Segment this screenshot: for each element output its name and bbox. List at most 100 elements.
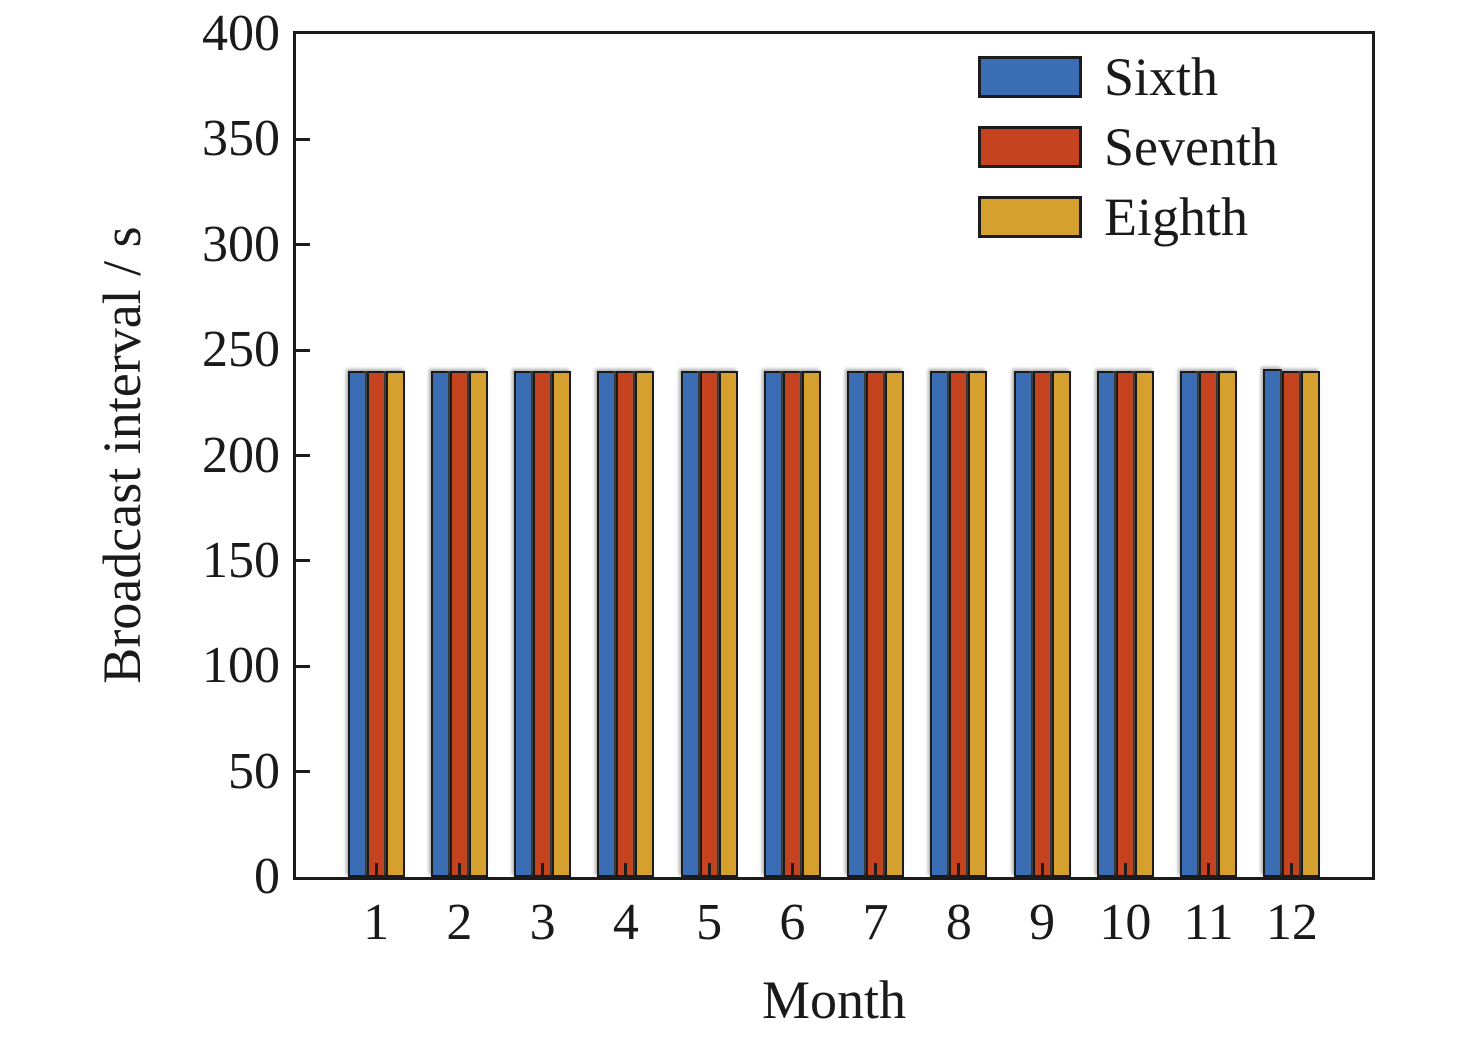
y-tick-label-0: 0 <box>254 848 280 905</box>
bar-eighth-month-8 <box>968 371 988 877</box>
y-tick-label-300: 300 <box>202 215 280 273</box>
x-axis-title: Month <box>761 970 907 1030</box>
bar-eighth-month-2 <box>468 371 488 877</box>
bar-sixth-month-7 <box>847 371 867 877</box>
legend-row-eighth: Eighth <box>978 190 1278 244</box>
x-tick-label-3: 3 <box>529 894 556 951</box>
x-tick-label-7: 7 <box>862 894 889 951</box>
legend-label-sixth: Sixth <box>1104 47 1219 107</box>
x-tick-label-8: 8 <box>945 894 972 951</box>
x-tick-6 <box>790 863 794 877</box>
x-tick-7 <box>874 863 878 877</box>
bar-seventh-month-6 <box>782 371 802 877</box>
plot-area: Sixth Seventh Eighth <box>293 31 1375 880</box>
bar-seventh-month-5 <box>699 371 719 877</box>
bar-eighth-month-10 <box>1134 371 1154 877</box>
bar-eighth-month-7 <box>885 371 905 877</box>
x-tick-10 <box>1123 863 1127 877</box>
bar-group-month-12 <box>1263 369 1321 877</box>
y-tick-350 <box>296 137 310 141</box>
bar-seventh-month-4 <box>616 371 636 877</box>
legend-row-seventh: Seventh <box>978 120 1278 174</box>
bar-group-month-10 <box>1096 371 1154 877</box>
bar-sixth-month-11 <box>1180 371 1200 877</box>
y-tick-150 <box>296 559 310 563</box>
x-tick-2 <box>457 863 461 877</box>
bar-eighth-month-12 <box>1301 371 1321 877</box>
y-tick-label-100: 100 <box>202 637 280 695</box>
bar-sixth-month-4 <box>597 371 617 877</box>
bar-group-month-2 <box>430 371 488 877</box>
y-tick-50 <box>296 770 310 774</box>
y-tick-label-150: 150 <box>202 531 280 589</box>
x-tick-label-1: 1 <box>363 894 390 951</box>
plot-inner <box>296 34 1372 877</box>
legend-swatch-eighth <box>978 196 1082 238</box>
bar-seventh-month-2 <box>449 371 469 877</box>
x-tick-4 <box>624 863 628 877</box>
y-tick-label-350: 350 <box>202 110 280 168</box>
bar-sixth-month-6 <box>763 371 783 877</box>
bar-sixth-month-5 <box>680 371 700 877</box>
x-tick-8 <box>957 863 961 877</box>
bar-group-month-4 <box>597 371 655 877</box>
bar-group-month-5 <box>680 371 738 877</box>
bar-group-month-9 <box>1013 371 1071 877</box>
x-tick-label-9: 9 <box>1029 894 1056 951</box>
y-tick-label-200: 200 <box>202 426 280 484</box>
y-tick-300 <box>296 243 310 247</box>
bar-group-month-8 <box>930 371 988 877</box>
x-tick-12 <box>1290 863 1294 877</box>
bar-group-month-3 <box>514 371 572 877</box>
x-tick-label-6: 6 <box>779 894 806 951</box>
x-tick-label-4: 4 <box>612 894 639 951</box>
bar-seventh-month-12 <box>1282 371 1302 877</box>
y-tick-label-250: 250 <box>202 321 280 379</box>
bar-sixth-month-2 <box>430 371 450 877</box>
bar-eighth-month-3 <box>552 371 572 877</box>
bar-eighth-month-1 <box>385 371 405 877</box>
y-tick-200 <box>296 454 310 457</box>
bar-sixth-month-8 <box>930 371 950 877</box>
bar-seventh-month-3 <box>533 371 553 877</box>
y-tick-label-400: 400 <box>202 5 280 62</box>
bar-seventh-month-10 <box>1115 371 1135 877</box>
legend-label-eighth: Eighth <box>1104 187 1248 247</box>
bar-eighth-month-4 <box>635 371 655 877</box>
x-tick-5 <box>707 863 711 877</box>
x-tick-1 <box>374 863 378 877</box>
y-tick-250 <box>296 348 310 352</box>
bar-seventh-month-9 <box>1032 371 1052 877</box>
bar-group-month-7 <box>847 371 905 877</box>
x-tick-label-2: 2 <box>446 894 473 951</box>
legend-label-seventh: Seventh <box>1104 117 1278 177</box>
y-tick-100 <box>296 664 310 668</box>
x-tick-label-11: 11 <box>1183 894 1234 951</box>
bar-seventh-month-11 <box>1199 371 1219 877</box>
bar-eighth-month-5 <box>718 371 738 877</box>
bar-sixth-month-1 <box>347 371 367 877</box>
x-tick-9 <box>1040 863 1044 877</box>
x-tick-11 <box>1207 863 1211 877</box>
x-tick-label-5: 5 <box>696 894 723 951</box>
legend-row-sixth: Sixth <box>978 50 1278 104</box>
x-tick-label-10: 10 <box>1099 894 1152 951</box>
bar-sixth-month-3 <box>514 371 534 877</box>
bar-eighth-month-9 <box>1051 371 1071 877</box>
bar-group-month-6 <box>763 371 821 877</box>
y-tick-label-50: 50 <box>228 742 280 800</box>
bar-sixth-month-12 <box>1263 369 1283 877</box>
x-tick-3 <box>541 863 545 877</box>
x-tick-label-12: 12 <box>1265 894 1318 951</box>
legend-swatch-seventh <box>978 126 1082 168</box>
bar-seventh-month-1 <box>366 371 386 877</box>
bar-eighth-month-11 <box>1218 371 1238 877</box>
bar-sixth-month-9 <box>1013 371 1033 877</box>
bar-group-month-11 <box>1180 371 1238 877</box>
legend: Sixth Seventh Eighth <box>978 50 1278 260</box>
bar-seventh-month-8 <box>949 371 969 877</box>
bar-eighth-month-6 <box>801 371 821 877</box>
bar-seventh-month-7 <box>866 371 886 877</box>
bar-sixth-month-10 <box>1096 371 1116 877</box>
